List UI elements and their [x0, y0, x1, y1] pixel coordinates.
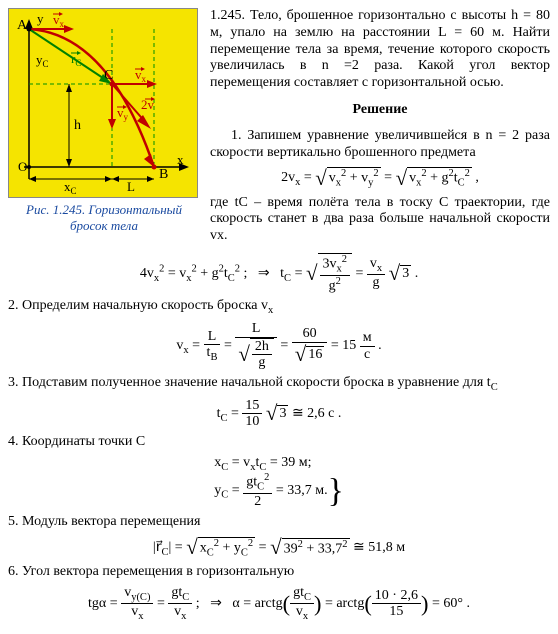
label-x: x: [177, 152, 184, 167]
equation-7: tgα = vy(C)vx = gtCvx ; ⇒ α = arctg(gtCv…: [8, 585, 550, 623]
svg-text:yC: yC: [36, 52, 49, 69]
problem-number: 1.245.: [210, 8, 245, 23]
solution-p6: 5. Модуль вектора перемещения: [8, 514, 550, 531]
svg-text:xC: xC: [64, 179, 77, 196]
figure-block: A y vx yC rC C vx vy 2v h O x B xC L Рис…: [8, 8, 200, 233]
solution-p7: 6. Угол вектора перемещения в горизонтал…: [8, 564, 550, 581]
label-C: C: [104, 68, 113, 83]
svg-text:vy: vy: [117, 105, 129, 122]
equation-5: xC = vxtC = 39 м; yC = gtC22 = 33,7 м. }: [8, 455, 550, 511]
label-h: h: [74, 118, 81, 133]
label-y: y: [37, 11, 44, 26]
equation-6: |r⃗C| = √xC2 + yC2 = √392 + 33,72 ≅ 51,8…: [8, 535, 550, 560]
solution-p3: 2. Определим начальную скорость броска v…: [8, 298, 550, 317]
trajectory-diagram: A y vx yC rC C vx vy 2v h O x B xC L: [8, 8, 198, 198]
equation-4: tC = 1510 √3 ≅ 2,6 с .: [8, 398, 550, 430]
equation-2: 4vx2 = vx2 + g2tC2 ; ⇒ tC = √3vx2g2 = vx…: [8, 253, 550, 294]
equation-3: vx = LtB = L√2hg = 60√16 = 15 мс .: [8, 321, 550, 370]
label-L: L: [127, 179, 135, 194]
solution-p5: 4. Координаты точки С: [8, 434, 550, 451]
label-O: O: [18, 159, 27, 174]
label-B: B: [159, 167, 168, 182]
svg-text:vx: vx: [53, 12, 65, 29]
svg-text:vx: vx: [135, 67, 147, 84]
figure-caption: Рис. 1.245. Горизонтальный бросок тела: [8, 202, 200, 233]
label-A: A: [17, 18, 28, 33]
solution-p4: 3. Подставим полученное значение начальн…: [8, 375, 550, 394]
